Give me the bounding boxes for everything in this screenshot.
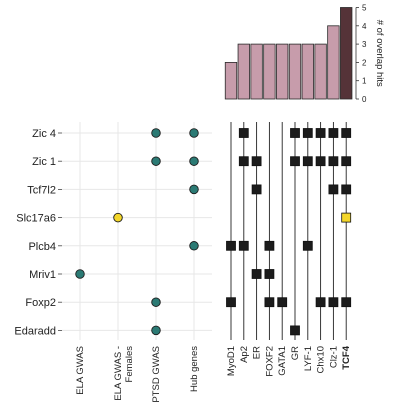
bar-Clz-1 (327, 25, 340, 100)
hit-square-Plcb4-MyoD1 (226, 240, 236, 251)
hit-square-Mriv1-FOXF2 (264, 269, 275, 279)
hit-square-Foxp2-GATA1 (277, 297, 288, 308)
hit-square-Tcf7l2-ER (251, 184, 262, 195)
column-label-FOXF2: FOXF2 (264, 346, 275, 377)
hit-square-Edaradd-GR (290, 325, 300, 336)
bar-GR (288, 43, 302, 100)
dot-column-labels: ELA GWAS ELA GWAS -Females PTSD GWAS Hub ge… (75, 346, 200, 403)
column-label-dots: PTSD GWAS (151, 346, 162, 403)
dot-Mriv1 (75, 269, 85, 279)
row-label-Zic-4: Zic 4 (32, 128, 56, 140)
dot-Tcf7l2 (189, 184, 199, 195)
bar-Ap2 (237, 43, 250, 100)
bar-TCF4 (340, 7, 353, 100)
row-label-Zic-1: Zic 1 (32, 156, 56, 168)
hit-square-Plcb4-Ap2 (238, 240, 249, 251)
matrix-column-labels: MyoD1 Ap2 ER FOXF2 GATA1 GR LYF-1 Chx10 Clz-1 TCF… (226, 345, 352, 376)
hit-square-Zic-1-Ap2 (238, 156, 249, 167)
column-label-dots: ELA GWAS (75, 346, 86, 395)
bar-LYF-1 (301, 43, 314, 100)
hit-square-Zic-1-GR (290, 156, 300, 167)
hit-square-Zic-4-Chx10 (315, 128, 326, 138)
hit-square-Tcf7l2-Clz-1 (328, 184, 339, 195)
hit-square-Zic-1-LYF-1 (302, 156, 313, 167)
hit-square-Foxp2-MyoD1 (226, 297, 236, 308)
row-label-Tcf7l2: Tcf7l2 (27, 184, 56, 196)
dot-Plcb4 (189, 241, 199, 251)
hit-matrix (226, 122, 352, 340)
column-label-MyoD1: MyoD1 (226, 346, 237, 376)
column-label-line: Females (124, 346, 135, 383)
hit-square-Foxp2-Chx10 (315, 297, 326, 308)
hit-square-Zic-1-Chx10 (315, 156, 326, 167)
dot-Slc17a6 (113, 212, 123, 223)
hit-square-Zic-4-TCF4 (341, 128, 352, 138)
overlap-bar-chart: 0 1 2 3 4 5 # of overlap hits (224, 4, 385, 104)
y-tick-label: 5 (362, 4, 367, 13)
column-label-line: PTSD GWAS (151, 346, 162, 403)
y-tick-label: 2 (362, 58, 367, 67)
column-label-dots: ELA GWAS -Females (113, 346, 135, 401)
column-label-line: Hub genes (189, 346, 200, 392)
dot-Zic-1 (151, 156, 161, 166)
column-label-dots: Hub genes (189, 346, 200, 392)
column-label-GR: GR (290, 346, 301, 360)
y-tick-label: 1 (362, 77, 367, 86)
dot-Zic-4 (151, 128, 161, 138)
bar-Chx10 (314, 43, 327, 100)
dot-plot (75, 128, 199, 336)
hit-square-Foxp2-FOXF2 (264, 297, 275, 308)
row-label-Plcb4: Plcb4 (28, 241, 56, 253)
hit-square-Zic-4-Clz-1 (328, 128, 339, 138)
column-label-Clz-1: Clz-1 (328, 346, 339, 368)
column-label-GATA1: GATA1 (277, 346, 288, 376)
row-label-Mriv1: Mriv1 (29, 269, 56, 281)
row-label-Slc17a6: Slc17a6 (16, 213, 56, 225)
row-labels: Zic 4 Zic 1 Tcf7l2 Slc17a6 Plcb4 Mriv1 Foxp2 Ed… (14, 128, 62, 337)
hit-square-Foxp2-TCF4 (341, 297, 352, 308)
gridlines (62, 122, 212, 340)
hit-square-Plcb4-LYF-1 (302, 240, 313, 251)
bar-ER (250, 43, 263, 100)
bar-FOXF2 (263, 43, 276, 100)
hit-square-Mriv1-ER (251, 269, 262, 279)
dot-Foxp2 (151, 297, 161, 307)
bar-GATA1 (276, 43, 289, 100)
hit-square-Zic-1-TCF4 (341, 156, 352, 167)
column-label-Chx10: Chx10 (316, 346, 327, 373)
hit-square-Zic-4-GR (290, 128, 300, 138)
hit-square-Foxp2-Clz-1 (328, 297, 339, 308)
column-label-line: ELA GWAS (75, 346, 86, 395)
bar-MyoD1 (224, 62, 238, 100)
hit-square-Tcf7l2-TCF4 (341, 184, 352, 195)
dot-Zic-1 (189, 156, 199, 166)
y-tick-label: 3 (362, 40, 367, 49)
dot-Zic-4 (189, 128, 199, 138)
column-label-LYF-1: LYF-1 (303, 346, 314, 371)
hit-square-Zic-1-ER (251, 156, 262, 167)
row-label-Edaradd: Edaradd (14, 325, 56, 337)
y-tick-label: 4 (362, 22, 367, 31)
hit-square-Slc17a6-TCF4 (341, 212, 352, 223)
dot-Edaradd (151, 325, 161, 336)
hit-square-Zic-1-Clz-1 (328, 156, 339, 167)
hit-square-Zic-4-LYF-1 (302, 128, 313, 138)
column-label-line: ELA GWAS - (113, 346, 124, 401)
hit-square-Plcb4-FOXF2 (264, 240, 275, 251)
hit-square-Zic-4-Ap2 (238, 128, 249, 138)
y-tick-label: 0 (362, 95, 367, 104)
column-label-ER: ER (252, 346, 263, 359)
y-axis-label: # of overlap hits (374, 20, 385, 87)
column-label-TCF4: TCF4 (341, 345, 352, 369)
column-label-Ap2: Ap2 (239, 346, 250, 363)
row-label-Foxp2: Foxp2 (25, 297, 56, 309)
